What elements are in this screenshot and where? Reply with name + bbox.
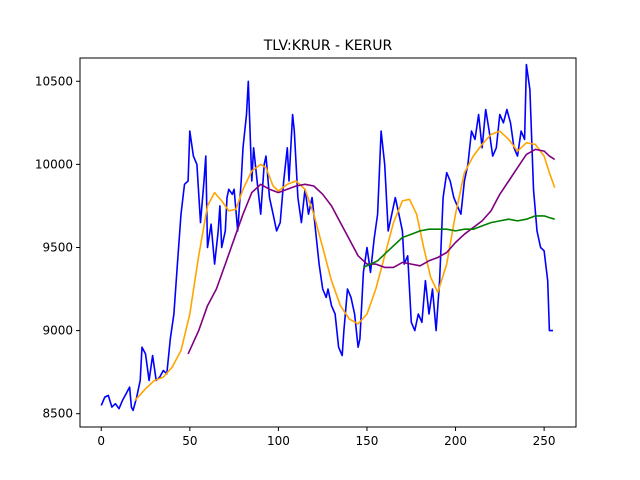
x-tick-label: 50 (182, 434, 197, 448)
series-line-3 (187, 148, 556, 355)
y-axis: 8500 9000 9500 10000 10500 (35, 74, 80, 421)
series-line-2 (134, 130, 556, 401)
series-layer (100, 63, 556, 412)
x-tick-label: 0 (97, 434, 105, 448)
series-line-4 (363, 215, 555, 269)
x-tick-label: 100 (267, 434, 290, 448)
x-tick-label: 150 (356, 434, 379, 448)
y-tick-label: 10500 (35, 74, 73, 88)
x-tick-label: 200 (444, 434, 467, 448)
series-line-1 (100, 63, 553, 412)
x-axis: 0 50 100 150 200 250 (97, 427, 556, 448)
x-tick-label: 250 (533, 434, 556, 448)
y-tick-label: 9500 (42, 240, 73, 254)
y-tick-label: 10000 (35, 157, 73, 171)
chart-title: TLV:KRUR - KERUR (263, 38, 393, 54)
y-tick-label: 9000 (42, 324, 73, 338)
y-tick-label: 8500 (42, 407, 73, 421)
plot-frame (79, 57, 577, 428)
